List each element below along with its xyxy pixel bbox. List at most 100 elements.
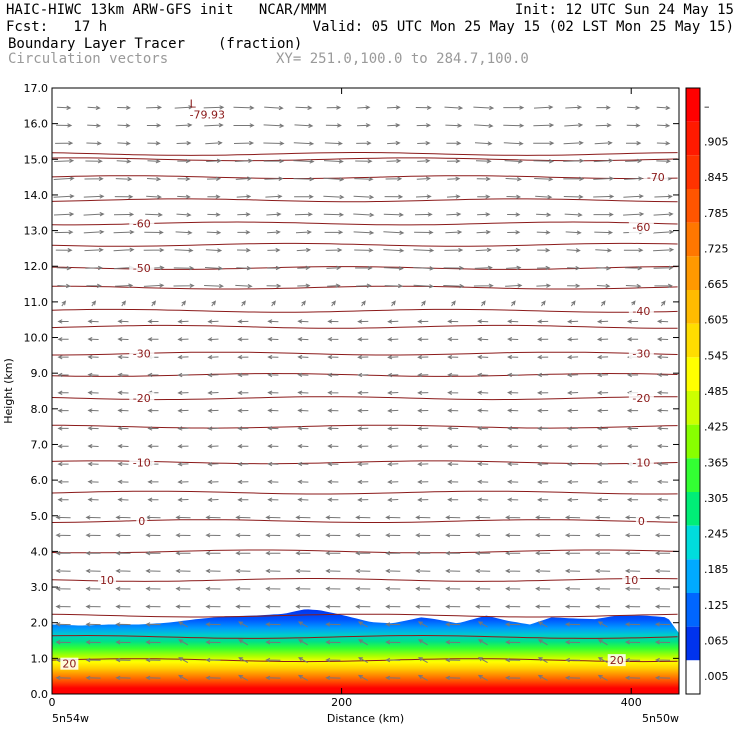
circulation-vector <box>567 426 579 431</box>
circulation-vector <box>85 568 101 574</box>
isotherm-line <box>51 613 678 618</box>
circulation-vector <box>237 230 251 235</box>
circulation-vector <box>654 515 671 520</box>
circulation-vector <box>447 426 459 431</box>
circulation-vector <box>327 283 341 288</box>
circulation-vector <box>266 283 282 289</box>
y-tick-label: 3.0 <box>31 581 49 594</box>
circulation-vector <box>146 176 162 182</box>
plot-frame <box>51 87 680 695</box>
circulation-vector <box>567 390 579 396</box>
circulation-vector <box>475 568 491 574</box>
circulation-vector <box>55 675 71 681</box>
circulation-vector <box>475 247 492 253</box>
circulation-vector <box>147 408 159 413</box>
colorbar-swatch <box>686 559 700 593</box>
circulation-vector <box>624 550 641 556</box>
circulation-vector <box>600 300 606 307</box>
colorbar-swatch <box>686 357 700 391</box>
circulation-vector <box>506 194 522 200</box>
circulation-vector <box>626 426 639 431</box>
circulation-vector <box>596 266 612 271</box>
circulation-vector <box>55 604 71 609</box>
circulation-vector <box>357 461 369 467</box>
circulation-vector <box>567 372 579 378</box>
circulation-vector <box>596 479 609 485</box>
circulation-vector <box>624 604 641 609</box>
circulation-vector <box>505 675 521 681</box>
circulation-vector <box>564 604 581 609</box>
circulation-vector <box>383 212 404 217</box>
circulation-vector <box>625 141 642 146</box>
x-tick-label: 0 <box>49 696 56 709</box>
circulation-vector <box>55 515 71 520</box>
circulation-vector <box>537 372 549 378</box>
circulation-vector <box>357 337 369 342</box>
circulation-vector <box>237 461 249 467</box>
circulation-vector <box>355 533 371 538</box>
circulation-vector <box>505 550 521 556</box>
circulation-vector <box>595 123 612 128</box>
circulation-vector <box>205 568 221 574</box>
circulation-vector <box>654 586 671 591</box>
y-tick-label: 11.0 <box>24 296 49 309</box>
isotherm-line <box>51 242 678 247</box>
circulation-vector <box>537 639 548 646</box>
circulation-vector <box>175 568 191 574</box>
circulation-vector <box>445 229 463 235</box>
circulation-vector <box>207 461 219 467</box>
circulation-vector <box>267 444 279 449</box>
circulation-vector <box>537 461 549 467</box>
circulation-vector <box>238 621 249 628</box>
colorbar-swatch <box>686 290 700 324</box>
circulation-vector <box>265 640 281 645</box>
circulation-vector <box>533 123 555 128</box>
circulation-vector <box>417 372 429 378</box>
circulation-vector <box>176 140 192 146</box>
circulation-vector <box>57 426 69 431</box>
circulation-vector <box>87 461 99 467</box>
circulation-vector <box>143 283 165 288</box>
circulation-vector <box>147 337 159 342</box>
circulation-vector <box>654 550 671 556</box>
circulation-vector <box>87 123 102 128</box>
circulation-vector <box>535 533 551 538</box>
circulation-vector <box>178 657 189 664</box>
circulation-vector <box>237 372 249 378</box>
circulation-vector <box>383 248 405 253</box>
circulation-vector <box>653 265 674 271</box>
header-line1-left: HAIC-HIWC 13km ARW-GFS init NCAR/MMM <box>6 2 327 18</box>
circulation-vector <box>235 283 253 289</box>
circulation-vector <box>413 266 435 271</box>
circulation-vector <box>656 372 669 378</box>
circulation-vector <box>267 265 281 271</box>
circulation-vector <box>147 159 161 164</box>
circulation-vector <box>57 408 69 413</box>
circulation-vector <box>417 319 429 324</box>
circulation-vector <box>567 444 579 449</box>
y-tick-label: 1.0 <box>31 652 49 665</box>
circulation-vector <box>267 390 279 395</box>
circulation-vector <box>263 123 285 128</box>
circulation-vector <box>537 408 549 413</box>
circulation-vector <box>443 283 465 289</box>
vector-layer <box>53 105 675 681</box>
circulation-vector <box>235 550 251 556</box>
contour-label: -30 <box>632 348 650 361</box>
circulation-vector <box>656 390 669 395</box>
circulation-vector <box>326 105 342 110</box>
colorbar-swatch <box>686 626 700 661</box>
contour-label-bg <box>628 304 654 317</box>
circulation-vector <box>385 533 401 538</box>
circulation-vector <box>57 337 69 342</box>
circulation-vector <box>267 247 281 253</box>
circulation-vector <box>177 337 189 342</box>
circulation-vector <box>507 390 519 395</box>
isotherm-line <box>52 351 678 356</box>
colorbar-swatch <box>686 391 700 425</box>
circulation-vector <box>115 568 131 574</box>
circulation-vector <box>207 194 221 199</box>
circulation-vector <box>417 444 429 449</box>
circulation-vector <box>85 675 101 681</box>
circulation-vector <box>174 248 194 253</box>
